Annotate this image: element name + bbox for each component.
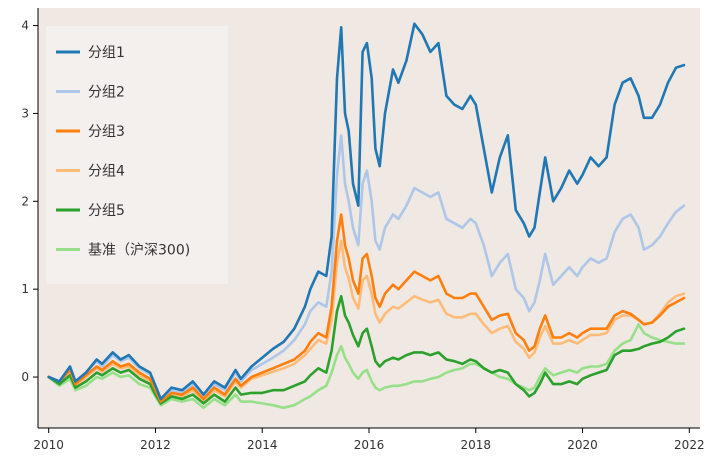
y-tick-label: 3 (21, 106, 29, 120)
legend-label: 分组1 (88, 45, 125, 61)
y-tick-label: 2 (21, 194, 29, 208)
x-tick-label: 2022 (674, 438, 705, 452)
y-tick-label: 0 (21, 370, 29, 384)
series-line-6 (47, 323, 686, 410)
legend: 分组1 分组2 分组3 分组4 分组5 基准（沪深300) (46, 26, 228, 284)
x-tick-label: 2018 (461, 438, 492, 452)
y-tick-label: 1 (21, 282, 29, 296)
series-line-5 (47, 294, 686, 405)
axes: 2010 2012 2014 2016 2018 2020 2022 0 1 2 3 4 (21, 8, 705, 452)
x-tick-label: 2010 (33, 438, 64, 452)
legend-label: 分组2 (88, 85, 125, 101)
y-tick-label: 4 (21, 19, 29, 33)
series-line-1 (47, 22, 686, 401)
x-tick-label: 2016 (354, 438, 385, 452)
series-layer (47, 22, 686, 410)
legend-label: 基准（沪深300) (88, 242, 190, 259)
legend-label: 分组5 (88, 203, 125, 219)
series-line-2 (47, 134, 686, 403)
x-tick-label: 2020 (567, 438, 598, 452)
legend-label: 分组4 (88, 164, 125, 180)
legend-label: 分组3 (88, 124, 125, 140)
series-line-3 (47, 213, 686, 403)
x-tick-label: 2012 (140, 438, 171, 452)
legend-box (46, 26, 228, 284)
x-tick-label: 2014 (247, 438, 278, 452)
